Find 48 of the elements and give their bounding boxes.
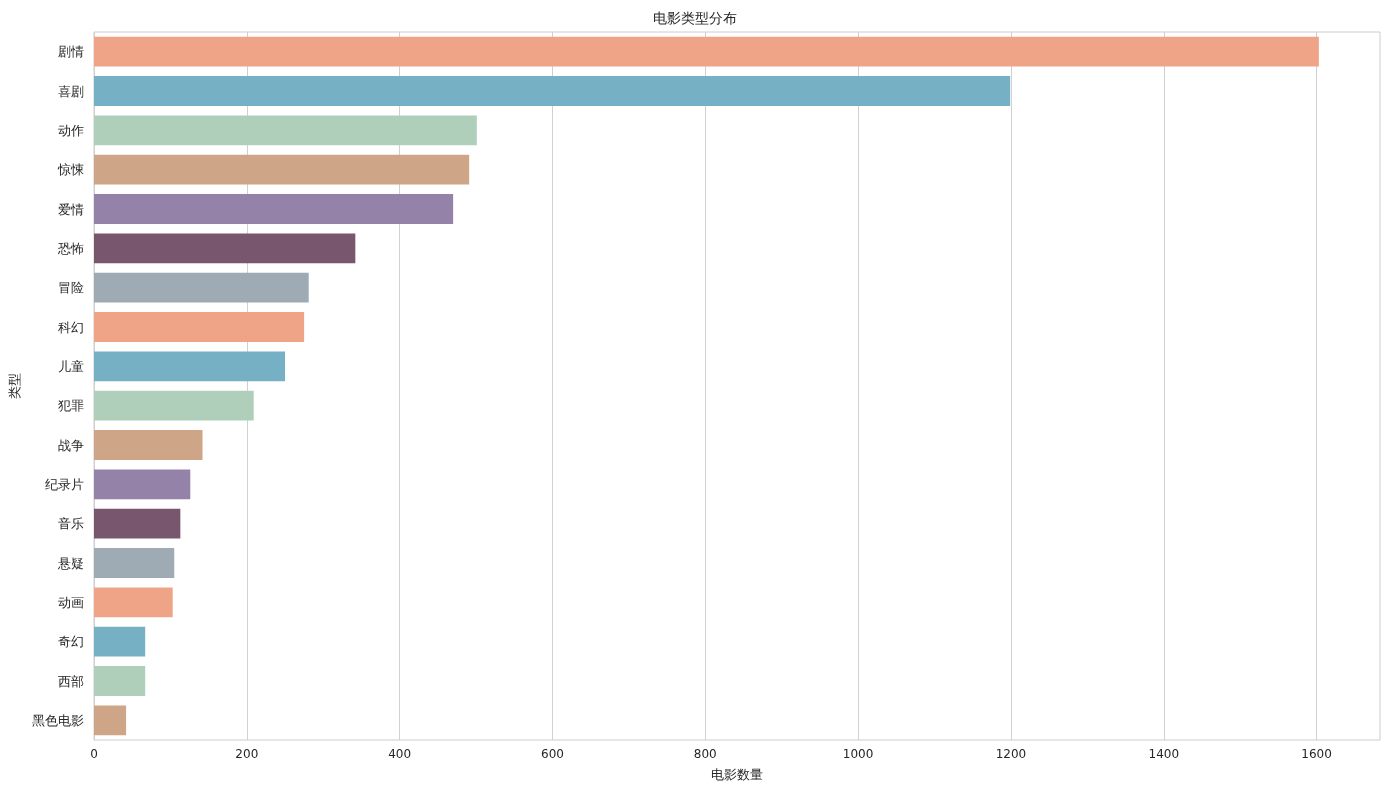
y-tick-label: 动画 [58,594,84,610]
x-tick-label: 0 [90,747,98,761]
x-tick-label: 600 [541,747,564,761]
x-tick-label: 200 [235,747,259,761]
bar [94,666,146,696]
y-tick-label: 爱情 [58,201,84,217]
y-tick-label: 战争 [58,437,84,453]
y-tick-label: 科幻 [58,319,84,335]
y-tick-label: 儿童 [58,358,84,374]
bar [94,312,305,342]
x-axis-title: 电影数量 [711,767,763,782]
bar [94,351,286,382]
bar [94,508,181,539]
y-tick-label: 黑色电影 [32,712,84,728]
bar [94,233,356,264]
bar [94,36,1319,67]
y-tick-label: 喜剧 [58,83,84,99]
y-tick-label: 剧情 [58,44,84,60]
bar [94,430,203,460]
bar [94,626,146,657]
bar [94,154,470,185]
bar [94,115,477,146]
bar [94,272,309,303]
x-tick-label: 1000 [842,747,874,761]
bar [94,390,254,421]
x-tick-label: 1200 [995,747,1027,761]
bar [94,548,175,578]
y-tick-label: 冒险 [58,280,84,296]
y-tick-label: 奇幻 [58,634,84,650]
bar [94,76,1011,106]
x-tick-label: 800 [693,747,717,761]
y-axis-title: 类型 [7,373,23,399]
x-tick-label: 400 [388,747,412,761]
chart-title: 电影类型分布 [652,10,737,26]
y-tick-label: 惊悚 [57,162,84,178]
bar [94,194,454,224]
x-tick-label: 1600 [1301,747,1332,761]
y-tick-label: 恐怖 [57,240,84,256]
y-tick-label: 音乐 [58,516,84,532]
y-tick-label: 纪录片 [45,476,84,492]
y-tick-label: 犯罪 [58,398,84,414]
y-tick-label: 动作 [58,122,84,138]
bar [94,705,127,736]
bar [94,587,173,618]
x-tick-label: 1400 [1148,747,1180,761]
y-tick-label: 悬疑 [57,555,84,571]
bar [94,469,191,500]
y-tick-label: 西部 [58,673,84,689]
